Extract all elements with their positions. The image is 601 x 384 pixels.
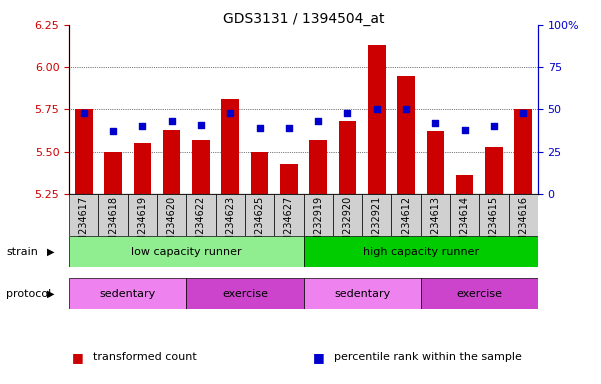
Bar <box>251 152 268 194</box>
Text: sedentary: sedentary <box>100 289 156 299</box>
Text: GDS3131 / 1394504_at: GDS3131 / 1394504_at <box>223 12 384 25</box>
Bar <box>421 194 450 236</box>
Bar <box>456 175 474 194</box>
Bar <box>274 194 304 236</box>
Point <box>401 106 411 113</box>
Text: sedentary: sedentary <box>334 289 390 299</box>
Text: GSM234616: GSM234616 <box>518 196 528 255</box>
Text: GSM234618: GSM234618 <box>108 196 118 255</box>
Text: transformed count: transformed count <box>93 352 197 362</box>
Bar <box>133 143 151 194</box>
Text: exercise: exercise <box>222 289 268 299</box>
Text: low capacity runner: low capacity runner <box>131 247 242 257</box>
Bar <box>310 140 327 194</box>
Bar <box>186 278 304 309</box>
Bar <box>339 121 356 194</box>
Bar <box>333 194 362 236</box>
Bar <box>75 109 93 194</box>
Text: GSM234613: GSM234613 <box>430 196 441 255</box>
Bar <box>69 278 186 309</box>
Bar <box>245 194 274 236</box>
Bar <box>105 152 122 194</box>
Text: ▶: ▶ <box>47 289 54 299</box>
Point <box>343 110 352 116</box>
Bar <box>450 194 480 236</box>
Bar <box>427 131 444 194</box>
Bar <box>514 109 532 194</box>
Point <box>138 123 147 129</box>
Bar <box>186 194 216 236</box>
Bar <box>391 194 421 236</box>
Text: percentile rank within the sample: percentile rank within the sample <box>334 352 522 362</box>
Point <box>79 110 88 116</box>
Bar <box>99 194 127 236</box>
Bar <box>368 45 385 194</box>
Bar <box>157 194 186 236</box>
Bar <box>163 130 180 194</box>
Text: GSM234614: GSM234614 <box>460 196 469 255</box>
Text: protocol: protocol <box>6 289 51 299</box>
Bar <box>304 194 333 236</box>
Text: strain: strain <box>6 247 38 257</box>
Bar <box>508 194 538 236</box>
Bar <box>421 278 538 309</box>
Bar <box>128 194 157 236</box>
Text: GSM234620: GSM234620 <box>166 196 177 255</box>
Bar <box>216 194 245 236</box>
Point <box>430 120 440 126</box>
Point <box>372 106 382 113</box>
Point <box>519 110 528 116</box>
Bar <box>304 278 421 309</box>
Text: ▶: ▶ <box>47 247 54 257</box>
Text: high capacity runner: high capacity runner <box>362 247 479 257</box>
Text: ■: ■ <box>313 351 325 364</box>
Bar <box>485 147 502 194</box>
Bar <box>480 194 508 236</box>
Point <box>313 118 323 124</box>
Text: GSM232920: GSM232920 <box>343 196 352 255</box>
Bar <box>362 194 391 236</box>
Bar <box>69 236 304 267</box>
Bar <box>280 164 297 194</box>
Text: GSM234625: GSM234625 <box>255 196 264 255</box>
Bar <box>304 236 538 267</box>
Bar <box>221 99 239 194</box>
Point <box>196 122 206 128</box>
Point <box>284 125 294 131</box>
Text: GSM234619: GSM234619 <box>138 196 147 255</box>
Point <box>108 128 118 134</box>
Text: GSM234623: GSM234623 <box>225 196 235 255</box>
Text: GSM234627: GSM234627 <box>284 196 294 255</box>
Text: GSM232921: GSM232921 <box>372 196 382 255</box>
Bar <box>69 194 99 236</box>
Text: GSM234617: GSM234617 <box>79 196 89 255</box>
Bar <box>192 140 210 194</box>
Text: GSM234622: GSM234622 <box>196 196 206 255</box>
Point <box>225 110 235 116</box>
Text: GSM234615: GSM234615 <box>489 196 499 255</box>
Text: GSM232919: GSM232919 <box>313 196 323 255</box>
Text: GSM234612: GSM234612 <box>401 196 411 255</box>
Point <box>167 118 177 124</box>
Point <box>255 125 264 131</box>
Point <box>489 123 499 129</box>
Text: exercise: exercise <box>456 289 502 299</box>
Point <box>460 127 469 133</box>
Bar <box>397 76 415 194</box>
Text: ■: ■ <box>72 351 84 364</box>
